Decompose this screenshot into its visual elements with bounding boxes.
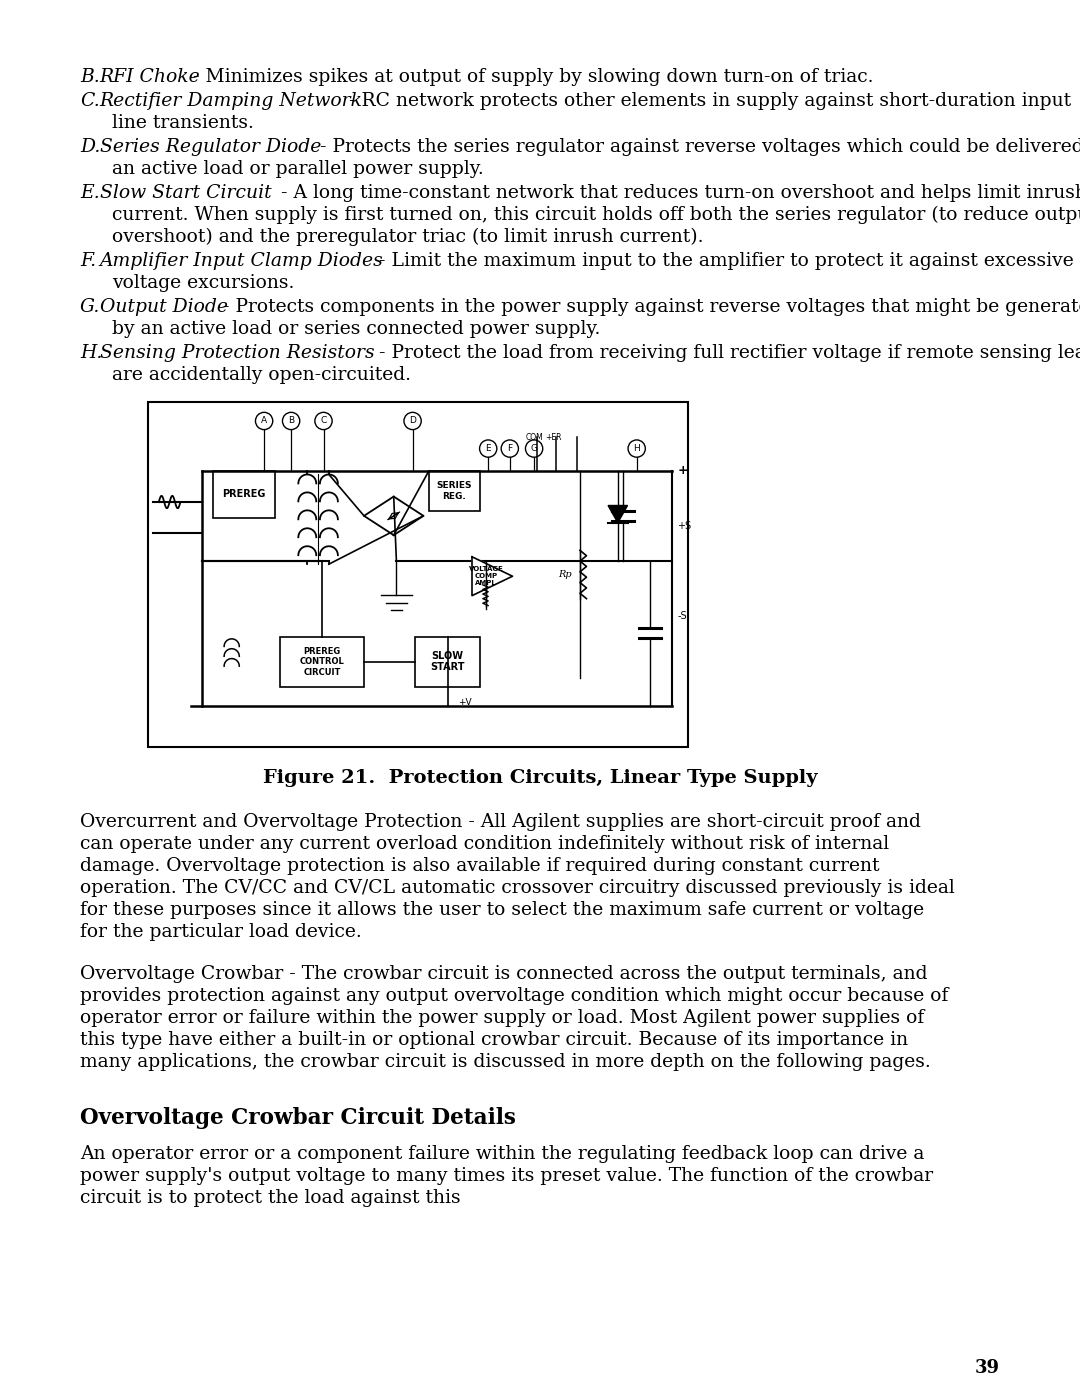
Text: RFI Choke: RFI Choke (99, 68, 201, 87)
Text: SLOW
START: SLOW START (431, 651, 465, 672)
Text: overshoot) and the preregulator triac (to limit inrush current).: overshoot) and the preregulator triac (t… (112, 228, 703, 246)
Text: E.: E. (80, 184, 99, 203)
Text: +S: +S (677, 521, 691, 531)
Text: Slow Start Circuit: Slow Start Circuit (99, 184, 271, 203)
Text: voltage excursions.: voltage excursions. (112, 274, 295, 292)
Text: VOLTAGE
COMP
AMPL: VOLTAGE COMP AMPL (469, 566, 503, 587)
Text: circuit is to protect the load against this: circuit is to protect the load against t… (80, 1189, 461, 1207)
Text: C.: C. (80, 92, 99, 110)
Text: operation. The CV/CC and CV/CL automatic crossover circuitry discussed previousl: operation. The CV/CC and CV/CL automatic… (80, 879, 955, 897)
Text: F.: F. (80, 251, 96, 270)
Bar (148, 402, 688, 747)
Text: COM: COM (525, 433, 543, 441)
Text: Rp: Rp (558, 570, 572, 578)
Text: B: B (288, 416, 294, 426)
Text: F: F (508, 444, 512, 453)
Text: PREREG: PREREG (222, 489, 266, 499)
Text: this type have either a built-in or optional crowbar circuit. Because of its imp: this type have either a built-in or opti… (80, 1031, 908, 1049)
Text: PREREG
CONTROL
CIRCUIT: PREREG CONTROL CIRCUIT (300, 647, 345, 676)
Text: provides protection against any output overvoltage condition which might occur b: provides protection against any output o… (80, 988, 948, 1004)
Text: C: C (321, 416, 326, 426)
Text: D: D (409, 416, 416, 426)
Text: H.: H. (80, 344, 103, 362)
Text: many applications, the crowbar circuit is discussed in more depth on the followi: many applications, the crowbar circuit i… (80, 1053, 931, 1071)
Text: Output Diode: Output Diode (99, 298, 228, 316)
Text: - Protects the series regulator against reverse voltages which could be delivere: - Protects the series regulator against … (314, 138, 1080, 156)
Text: power supply's output voltage to many times its preset value. The function of th: power supply's output voltage to many ti… (80, 1166, 933, 1185)
Text: SERIES
REG.: SERIES REG. (436, 481, 472, 500)
Bar (416, 637, 481, 686)
Text: can operate under any current overload condition indefinitely without risk of in: can operate under any current overload c… (80, 835, 889, 854)
Text: Overcurrent and Overvoltage Protection - All Agilent supplies are short-circuit : Overcurrent and Overvoltage Protection -… (80, 813, 921, 831)
Text: G.: G. (80, 298, 100, 316)
Bar (213, 471, 275, 517)
Text: for these purposes since it allows the user to select the maximum safe current o: for these purposes since it allows the u… (80, 901, 924, 919)
Text: line transients.: line transients. (112, 115, 254, 131)
Text: -S: -S (677, 610, 687, 620)
Text: E: E (485, 444, 491, 453)
Text: 39: 39 (975, 1359, 1000, 1377)
Polygon shape (472, 557, 513, 595)
Text: - Minimizes spikes at output of supply by slowing down turn-on of triac.: - Minimizes spikes at output of supply b… (188, 68, 874, 87)
Text: - Protects components in the power supply against reverse voltages that might be: - Protects components in the power suppl… (217, 298, 1080, 316)
Text: Figure 21.  Protection Circuits, Linear Type Supply: Figure 21. Protection Circuits, Linear T… (262, 768, 818, 787)
Text: - A long time-constant network that reduces turn-on overshoot and helps limit in: - A long time-constant network that redu… (275, 184, 1080, 203)
Text: operator error or failure within the power supply or load. Most Agilent power su: operator error or failure within the pow… (80, 1009, 924, 1027)
Text: Amplifier Input Clamp Diodes: Amplifier Input Clamp Diodes (99, 251, 383, 270)
Text: +ER: +ER (544, 433, 562, 441)
Text: - Protect the load from receiving full rectifier voltage if remote sensing leads: - Protect the load from receiving full r… (373, 344, 1080, 362)
Text: an active load or parallel power supply.: an active load or parallel power supply. (112, 161, 484, 177)
Text: D.: D. (80, 138, 100, 156)
Bar (281, 637, 364, 686)
Text: - RC network protects other elements in supply against short-duration input: - RC network protects other elements in … (343, 92, 1071, 110)
Text: Overvoltage Crowbar - The crowbar circuit is connected across the output termina: Overvoltage Crowbar - The crowbar circui… (80, 965, 928, 983)
Text: An operator error or a component failure within the regulating feedback loop can: An operator error or a component failure… (80, 1146, 924, 1162)
Text: A: A (261, 416, 267, 426)
Text: by an active load or series connected power supply.: by an active load or series connected po… (112, 320, 600, 338)
Text: for the particular load device.: for the particular load device. (80, 923, 362, 942)
Text: Rectifier Damping Network: Rectifier Damping Network (99, 92, 363, 110)
Text: Series Regulator Diode: Series Regulator Diode (99, 138, 321, 156)
Text: G: G (530, 444, 538, 453)
Polygon shape (608, 506, 627, 522)
Text: Overvoltage Crowbar Circuit Details: Overvoltage Crowbar Circuit Details (80, 1106, 516, 1129)
Text: +: + (677, 464, 688, 478)
Text: damage. Overvoltage protection is also available if required during constant cur: damage. Overvoltage protection is also a… (80, 856, 879, 875)
Text: - Limit the maximum input to the amplifier to protect it against excessive: - Limit the maximum input to the amplifi… (373, 251, 1074, 270)
Text: +V: +V (459, 697, 472, 707)
Text: H: H (633, 444, 640, 453)
Bar (429, 471, 481, 511)
Text: Sensing Protection Resistors: Sensing Protection Resistors (99, 344, 375, 362)
Text: B.: B. (80, 68, 99, 87)
Text: current. When supply is first turned on, this circuit holds off both the series : current. When supply is first turned on,… (112, 205, 1080, 225)
Text: are accidentally open-circuited.: are accidentally open-circuited. (112, 366, 411, 384)
